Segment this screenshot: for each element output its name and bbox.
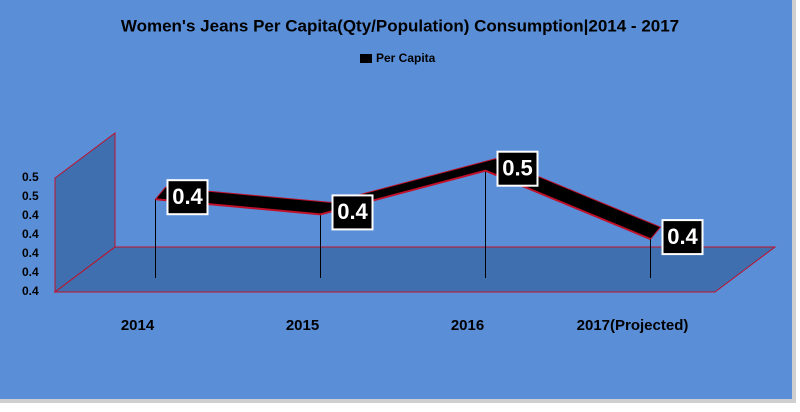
chart-title: Women's Jeans Per Capita(Qty/Population)… <box>121 16 679 35</box>
y-tick-label: 0.5 <box>22 189 39 203</box>
series-line <box>155 169 651 241</box>
x-tick-label: 2017(Projected) <box>577 317 689 334</box>
data-label-box <box>496 150 539 187</box>
x-tick-label: 2015 <box>286 317 319 334</box>
floor <box>53 246 777 293</box>
x-tick-label: 2016 <box>451 317 484 334</box>
chart-background <box>0 0 792 399</box>
y-tick-label: 0.4 <box>22 265 39 279</box>
y-tick-label: 0.4 <box>22 284 39 298</box>
data-label-box <box>331 194 374 231</box>
y-tick-label: 0.4 <box>22 227 39 241</box>
y-tick-label: 0.5 <box>22 170 39 184</box>
x-tick-label: 2014 <box>121 317 155 334</box>
legend-swatch <box>360 54 372 63</box>
data-label: 0.4 <box>337 199 368 224</box>
y-tick-label: 0.4 <box>22 208 39 222</box>
legend-label: Per Capita <box>376 51 436 65</box>
data-label-box <box>661 219 704 256</box>
data-label: 0.5 <box>502 156 533 181</box>
data-label: 0.4 <box>667 224 698 249</box>
y-tick-label: 0.4 <box>22 246 39 260</box>
data-label-box <box>166 179 209 216</box>
data-label: 0.4 <box>172 184 203 209</box>
